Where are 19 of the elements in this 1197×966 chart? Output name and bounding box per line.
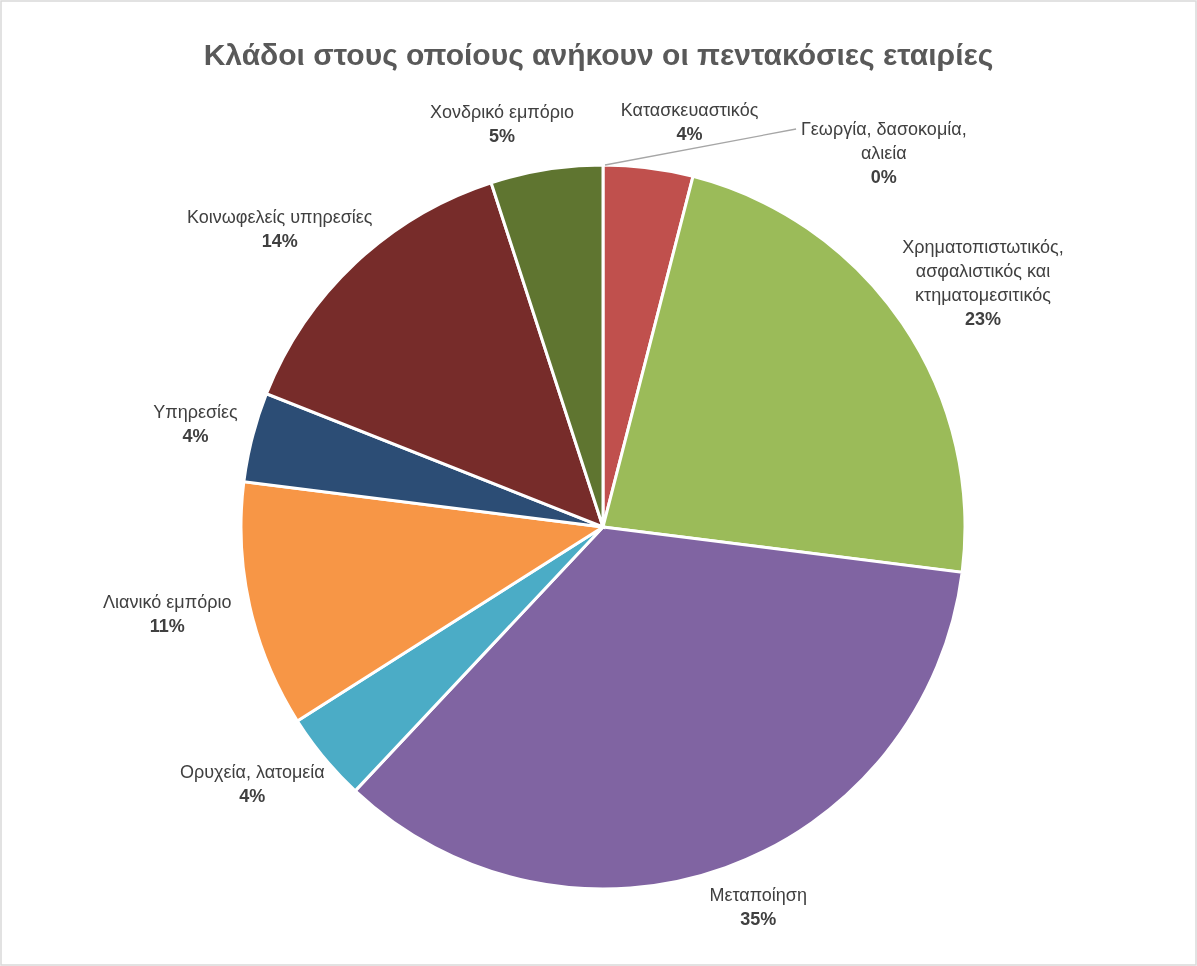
data-label: 11% (149, 615, 185, 636)
slice-label: Μεταποίηση (709, 885, 807, 905)
chart-title: Κλάδοι στους οποίους ανήκουν οι πεντακόσιες εταιρίες (203, 38, 994, 71)
data-label: 5% (488, 126, 515, 146)
data-label: 35% (740, 909, 777, 929)
data-label: 4% (676, 124, 703, 145)
data-label: 4% (239, 785, 266, 806)
slice-label: Λιανικό εμπόριο (103, 591, 232, 612)
data-label: 23% (964, 309, 1001, 330)
slice-label: Υπηρεσίες (153, 402, 239, 423)
slice-label: Χονδρικό εμπόριο (429, 102, 575, 122)
category-label: Γεωργία, δασοκομία, αλιεία (800, 119, 967, 163)
slice-label: Χρηματοπιστωτικός, ασφαλιστικός και κτηματομεσιτικός (902, 237, 1064, 306)
data-label: 4% (182, 426, 209, 447)
text: 0% (870, 167, 897, 187)
slice-label: Ορυχεία, λατομεία (179, 761, 325, 782)
slice-label: Κοινωφελείς υπηρεσίες (186, 207, 373, 228)
slice-label: Κατασκευαστικός (620, 100, 759, 121)
data-label: 14% (261, 231, 298, 252)
